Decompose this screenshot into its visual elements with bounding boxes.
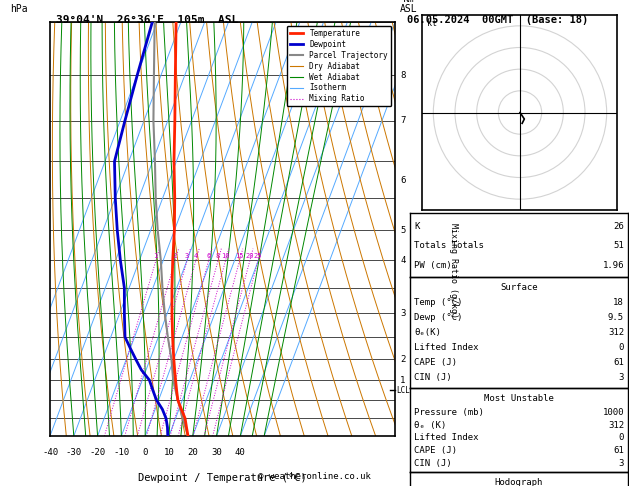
Text: θₑ (K): θₑ (K) [414,420,446,430]
Text: 1000: 1000 [603,408,624,417]
Text: Lifted Index: Lifted Index [414,433,479,442]
Text: 8: 8 [216,253,220,259]
Text: 20: 20 [245,253,254,259]
Text: 312: 312 [608,328,624,337]
Text: 3: 3 [400,309,406,318]
Text: 2: 2 [173,253,177,259]
Text: 9.5: 9.5 [608,313,624,322]
Text: 3: 3 [619,459,624,468]
Text: Dewp (°C): Dewp (°C) [414,313,462,322]
Text: Dewpoint / Temperature (°C): Dewpoint / Temperature (°C) [138,473,307,483]
Text: 5: 5 [400,226,406,235]
Text: 3: 3 [185,253,189,259]
Text: 7: 7 [400,117,406,125]
Text: Lifted Index: Lifted Index [414,343,479,352]
Text: © weatheronline.co.uk: © weatheronline.co.uk [258,472,371,481]
Text: 40: 40 [235,449,246,457]
Text: kt: kt [427,19,437,28]
Text: 3: 3 [619,373,624,382]
Text: CIN (J): CIN (J) [414,373,452,382]
Legend: Temperature, Dewpoint, Parcel Trajectory, Dry Adiabat, Wet Adiabat, Isotherm, Mi: Temperature, Dewpoint, Parcel Trajectory… [287,26,391,106]
Text: Totals Totals: Totals Totals [414,242,484,250]
Text: 51: 51 [613,242,624,250]
Text: 312: 312 [608,420,624,430]
Text: 4: 4 [194,253,198,259]
Text: CAPE (J): CAPE (J) [414,358,457,367]
Text: km
ASL: km ASL [400,0,418,14]
Text: 10: 10 [164,449,174,457]
Text: 6: 6 [206,253,211,259]
Text: 2: 2 [400,355,406,364]
Text: 61: 61 [613,446,624,455]
Text: 0: 0 [143,449,148,457]
Text: CIN (J): CIN (J) [414,459,452,468]
Text: 6: 6 [400,175,406,185]
Text: Hodograph: Hodograph [495,478,543,486]
Text: 30: 30 [211,449,222,457]
Text: 15: 15 [235,253,243,259]
Text: 1: 1 [400,376,406,384]
Text: 4: 4 [400,256,406,265]
Text: -40: -40 [42,449,58,457]
Text: K: K [414,222,420,231]
Text: θₑ(K): θₑ(K) [414,328,441,337]
Text: PW (cm): PW (cm) [414,261,452,270]
Text: 61: 61 [613,358,624,367]
Text: Most Unstable: Most Unstable [484,394,554,402]
Text: hPa: hPa [10,4,28,14]
Text: 1: 1 [153,253,158,259]
Text: 39°04'N  26°36'E  105m  ASL: 39°04'N 26°36'E 105m ASL [56,15,238,25]
Text: 0: 0 [619,433,624,442]
Text: Mixing Ratio (g/kg): Mixing Ratio (g/kg) [449,223,458,318]
Text: -30: -30 [66,449,82,457]
Text: 0: 0 [619,343,624,352]
Text: Temp (°C): Temp (°C) [414,298,462,307]
Text: 18: 18 [613,298,624,307]
Text: -10: -10 [113,449,130,457]
Text: Pressure (mb): Pressure (mb) [414,408,484,417]
Text: 8: 8 [400,70,406,80]
Text: 06.05.2024  00GMT  (Base: 18): 06.05.2024 00GMT (Base: 18) [407,15,588,25]
Text: 25: 25 [253,253,262,259]
Text: -20: -20 [89,449,106,457]
Text: 20: 20 [187,449,198,457]
Text: LCL: LCL [396,385,410,395]
Text: 10: 10 [221,253,230,259]
Text: Surface: Surface [500,282,538,292]
Text: 26: 26 [613,222,624,231]
Text: CAPE (J): CAPE (J) [414,446,457,455]
Text: 1.96: 1.96 [603,261,624,270]
